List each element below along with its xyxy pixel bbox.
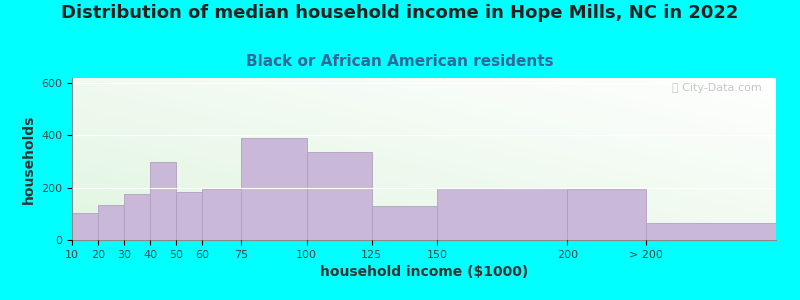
Bar <box>98 205 124 240</box>
Bar <box>72 213 98 240</box>
Text: Distribution of median household income in Hope Mills, NC in 2022: Distribution of median household income … <box>62 4 738 22</box>
Bar <box>150 162 176 240</box>
Bar <box>372 206 437 240</box>
Text: ⓘ City-Data.com: ⓘ City-Data.com <box>672 83 762 93</box>
Y-axis label: households: households <box>22 114 35 204</box>
Bar <box>437 188 567 240</box>
X-axis label: household income ($1000): household income ($1000) <box>320 265 528 279</box>
Bar <box>124 194 150 240</box>
Bar <box>646 223 776 240</box>
Bar <box>202 189 242 240</box>
Bar <box>306 152 372 240</box>
Bar <box>567 189 646 240</box>
Bar <box>176 192 202 240</box>
Bar <box>242 138 306 240</box>
Text: Black or African American residents: Black or African American residents <box>246 54 554 69</box>
